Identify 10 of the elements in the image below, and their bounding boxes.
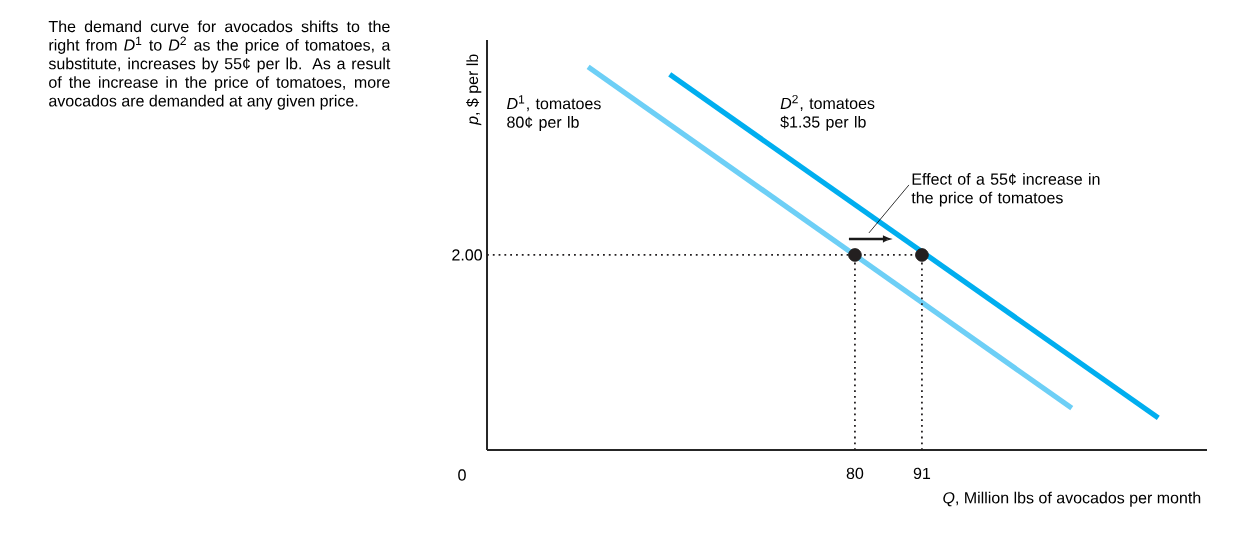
x-tick-label: 91 bbox=[913, 467, 931, 480]
annotation: Effect of a 55¢ increase in the price of tomatoes bbox=[911, 173, 1100, 207]
text: 0 bbox=[458, 469, 466, 481]
x-tick-label: 80 bbox=[846, 467, 864, 480]
x-axis-title: Q, Million lbs of avocados per month bbox=[943, 491, 1201, 507]
text: The demand curve for avocados shifts to the right from D$^{1}$ to D$^{2}$ as the price of tomatoes, a substitute, increases by 55¢ per lb. As a result of the increase in the price of tomatoes, more avocados are demanded at any given price. bbox=[48, 20, 391, 110]
y-axis-title: p, $ per lb bbox=[466, 54, 482, 126]
series-label: D$^{1}$, tomatoes 80¢ per lb bbox=[507, 95, 601, 132]
series-label: D$^{2}$, tomatoes $1.35 per lb bbox=[780, 94, 875, 131]
annotation: 2.00 bbox=[452, 249, 482, 261]
